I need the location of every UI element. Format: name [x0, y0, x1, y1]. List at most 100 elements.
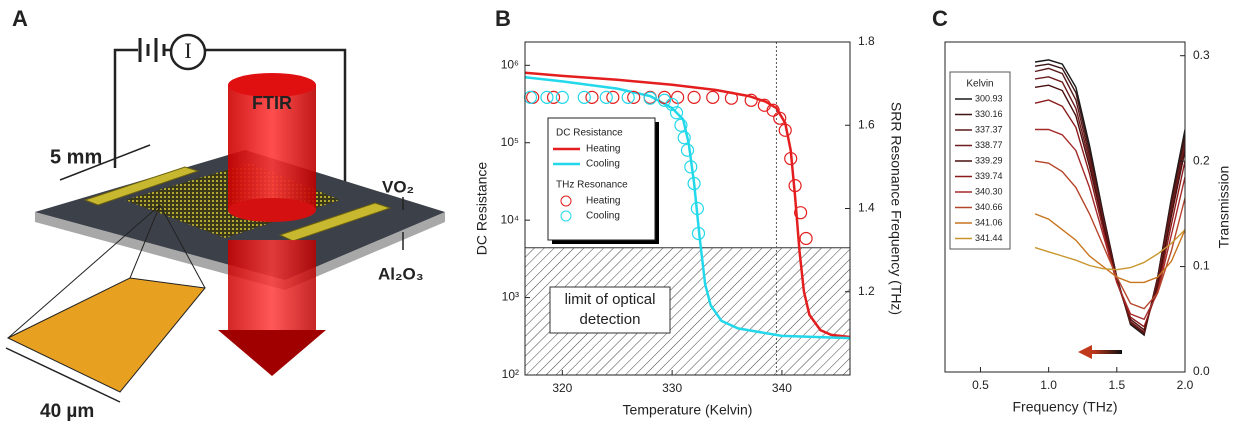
annotation-box — [549, 286, 671, 334]
beam — [228, 85, 316, 210]
data-point — [585, 90, 599, 104]
electrode — [83, 166, 200, 206]
legend-title: Kelvin — [966, 79, 993, 90]
electrode — [278, 202, 392, 242]
y-tick-label: 0.1 — [1193, 259, 1210, 273]
x-tick-label: 0.5 — [972, 378, 989, 392]
panel-label: C — [932, 6, 948, 31]
legend-label: 330.16 — [975, 109, 1003, 119]
series-line — [1034, 84, 1185, 331]
series-line — [1034, 99, 1185, 328]
panel-a: A I FTIR 5 mm VO₂ Al₂O₃ — [5, 6, 445, 422]
data-point — [621, 90, 635, 104]
y-axis-title: DC Resistance — [474, 162, 490, 256]
data-point — [793, 206, 808, 220]
series-line — [525, 71, 850, 339]
series-line — [1034, 76, 1185, 334]
series-line — [1034, 67, 1185, 335]
legend-label: 341.06 — [975, 217, 1003, 227]
data-point — [744, 93, 758, 107]
data-point — [657, 90, 672, 104]
x-tick-label: 320 — [552, 381, 572, 395]
x-axis-title: Frequency (THz) — [1012, 399, 1117, 415]
y-tick-label: 10⁶ — [501, 57, 519, 71]
legend-label: Cooling — [586, 159, 620, 170]
annotation: limit of optical — [565, 291, 656, 308]
y-tick-label: 10³ — [502, 290, 519, 304]
y-axis-title: Transmission — [1216, 166, 1232, 249]
substrate-label: Al₂O₃ — [378, 264, 424, 283]
y-tick-label: 0.0 — [1193, 364, 1210, 378]
legend-label: 300.93 — [975, 93, 1003, 103]
beam — [228, 240, 316, 332]
x-axis-title: Temperature (Kelvin) — [623, 402, 753, 418]
y-tick-label: 10⁵ — [501, 135, 519, 149]
data-point — [677, 131, 691, 145]
legend-label: 340.66 — [975, 202, 1003, 212]
data-point — [657, 93, 672, 107]
legend — [547, 117, 656, 241]
series-line — [1034, 229, 1185, 271]
data-point — [599, 90, 613, 104]
y-tick-label: 10⁴ — [500, 212, 519, 226]
series-line — [1034, 59, 1185, 337]
y-tick-label: 0.2 — [1193, 153, 1210, 167]
data-point — [778, 123, 792, 137]
legend-swatch — [560, 210, 572, 222]
x-tick-label: 340 — [772, 381, 792, 395]
data-point — [773, 111, 787, 125]
legend-swatch — [560, 195, 572, 207]
data-point — [643, 91, 657, 105]
data-point — [799, 231, 813, 246]
shift-arrow — [1092, 350, 1122, 354]
data-point — [766, 103, 780, 117]
legend-label: 340.30 — [975, 186, 1003, 196]
data-point — [606, 90, 620, 104]
series-line — [1035, 128, 1185, 321]
data-point — [788, 179, 802, 193]
plot-frame — [944, 41, 1186, 373]
x-tick-label: 330 — [662, 381, 682, 395]
beam-top — [228, 73, 316, 97]
data-point — [523, 90, 538, 104]
film-label: VO₂ — [382, 177, 414, 196]
legend-group-title: DC Resistance — [556, 128, 623, 139]
scale-label: 5 mm — [50, 146, 102, 168]
y2-tick-label: 1.4 — [858, 201, 875, 215]
legend-label: 339.29 — [975, 155, 1003, 165]
inset-scale-arrow — [5, 347, 121, 403]
legend-label: Heating — [586, 196, 620, 207]
y2-tick-label: 1.2 — [858, 284, 875, 298]
y2-tick-label: 1.6 — [858, 117, 875, 131]
panel-label: A — [12, 6, 28, 31]
data-point — [546, 90, 561, 104]
data-point — [540, 90, 554, 104]
data-point — [687, 176, 701, 191]
x-tick-label: 1.5 — [1108, 378, 1125, 392]
x-tick-label: 2.0 — [1177, 378, 1194, 392]
panel-label: B — [495, 6, 511, 31]
meter-label: I — [184, 38, 191, 63]
zoom-line — [7, 204, 161, 339]
legend-label: 341.44 — [975, 233, 1003, 243]
scale-arrow — [59, 144, 151, 181]
data-point — [724, 91, 739, 105]
data-point — [669, 106, 684, 120]
shift-arrow-head — [1078, 345, 1092, 359]
legend-label: 337.37 — [975, 124, 1003, 134]
legend-label: Heating — [586, 144, 620, 155]
beam-spot — [228, 198, 316, 222]
wire — [113, 48, 138, 168]
data-point — [784, 151, 798, 166]
y-tick-label: 0.3 — [1193, 48, 1210, 62]
y2-tick-label: 1.8 — [858, 34, 875, 48]
data-point — [706, 90, 720, 104]
wire — [205, 48, 347, 222]
legend-label: 338.77 — [975, 140, 1003, 150]
meter — [169, 33, 207, 71]
data-point — [691, 226, 706, 241]
data-point — [555, 90, 569, 104]
data-point — [680, 143, 695, 157]
annotation: detection — [580, 311, 641, 328]
